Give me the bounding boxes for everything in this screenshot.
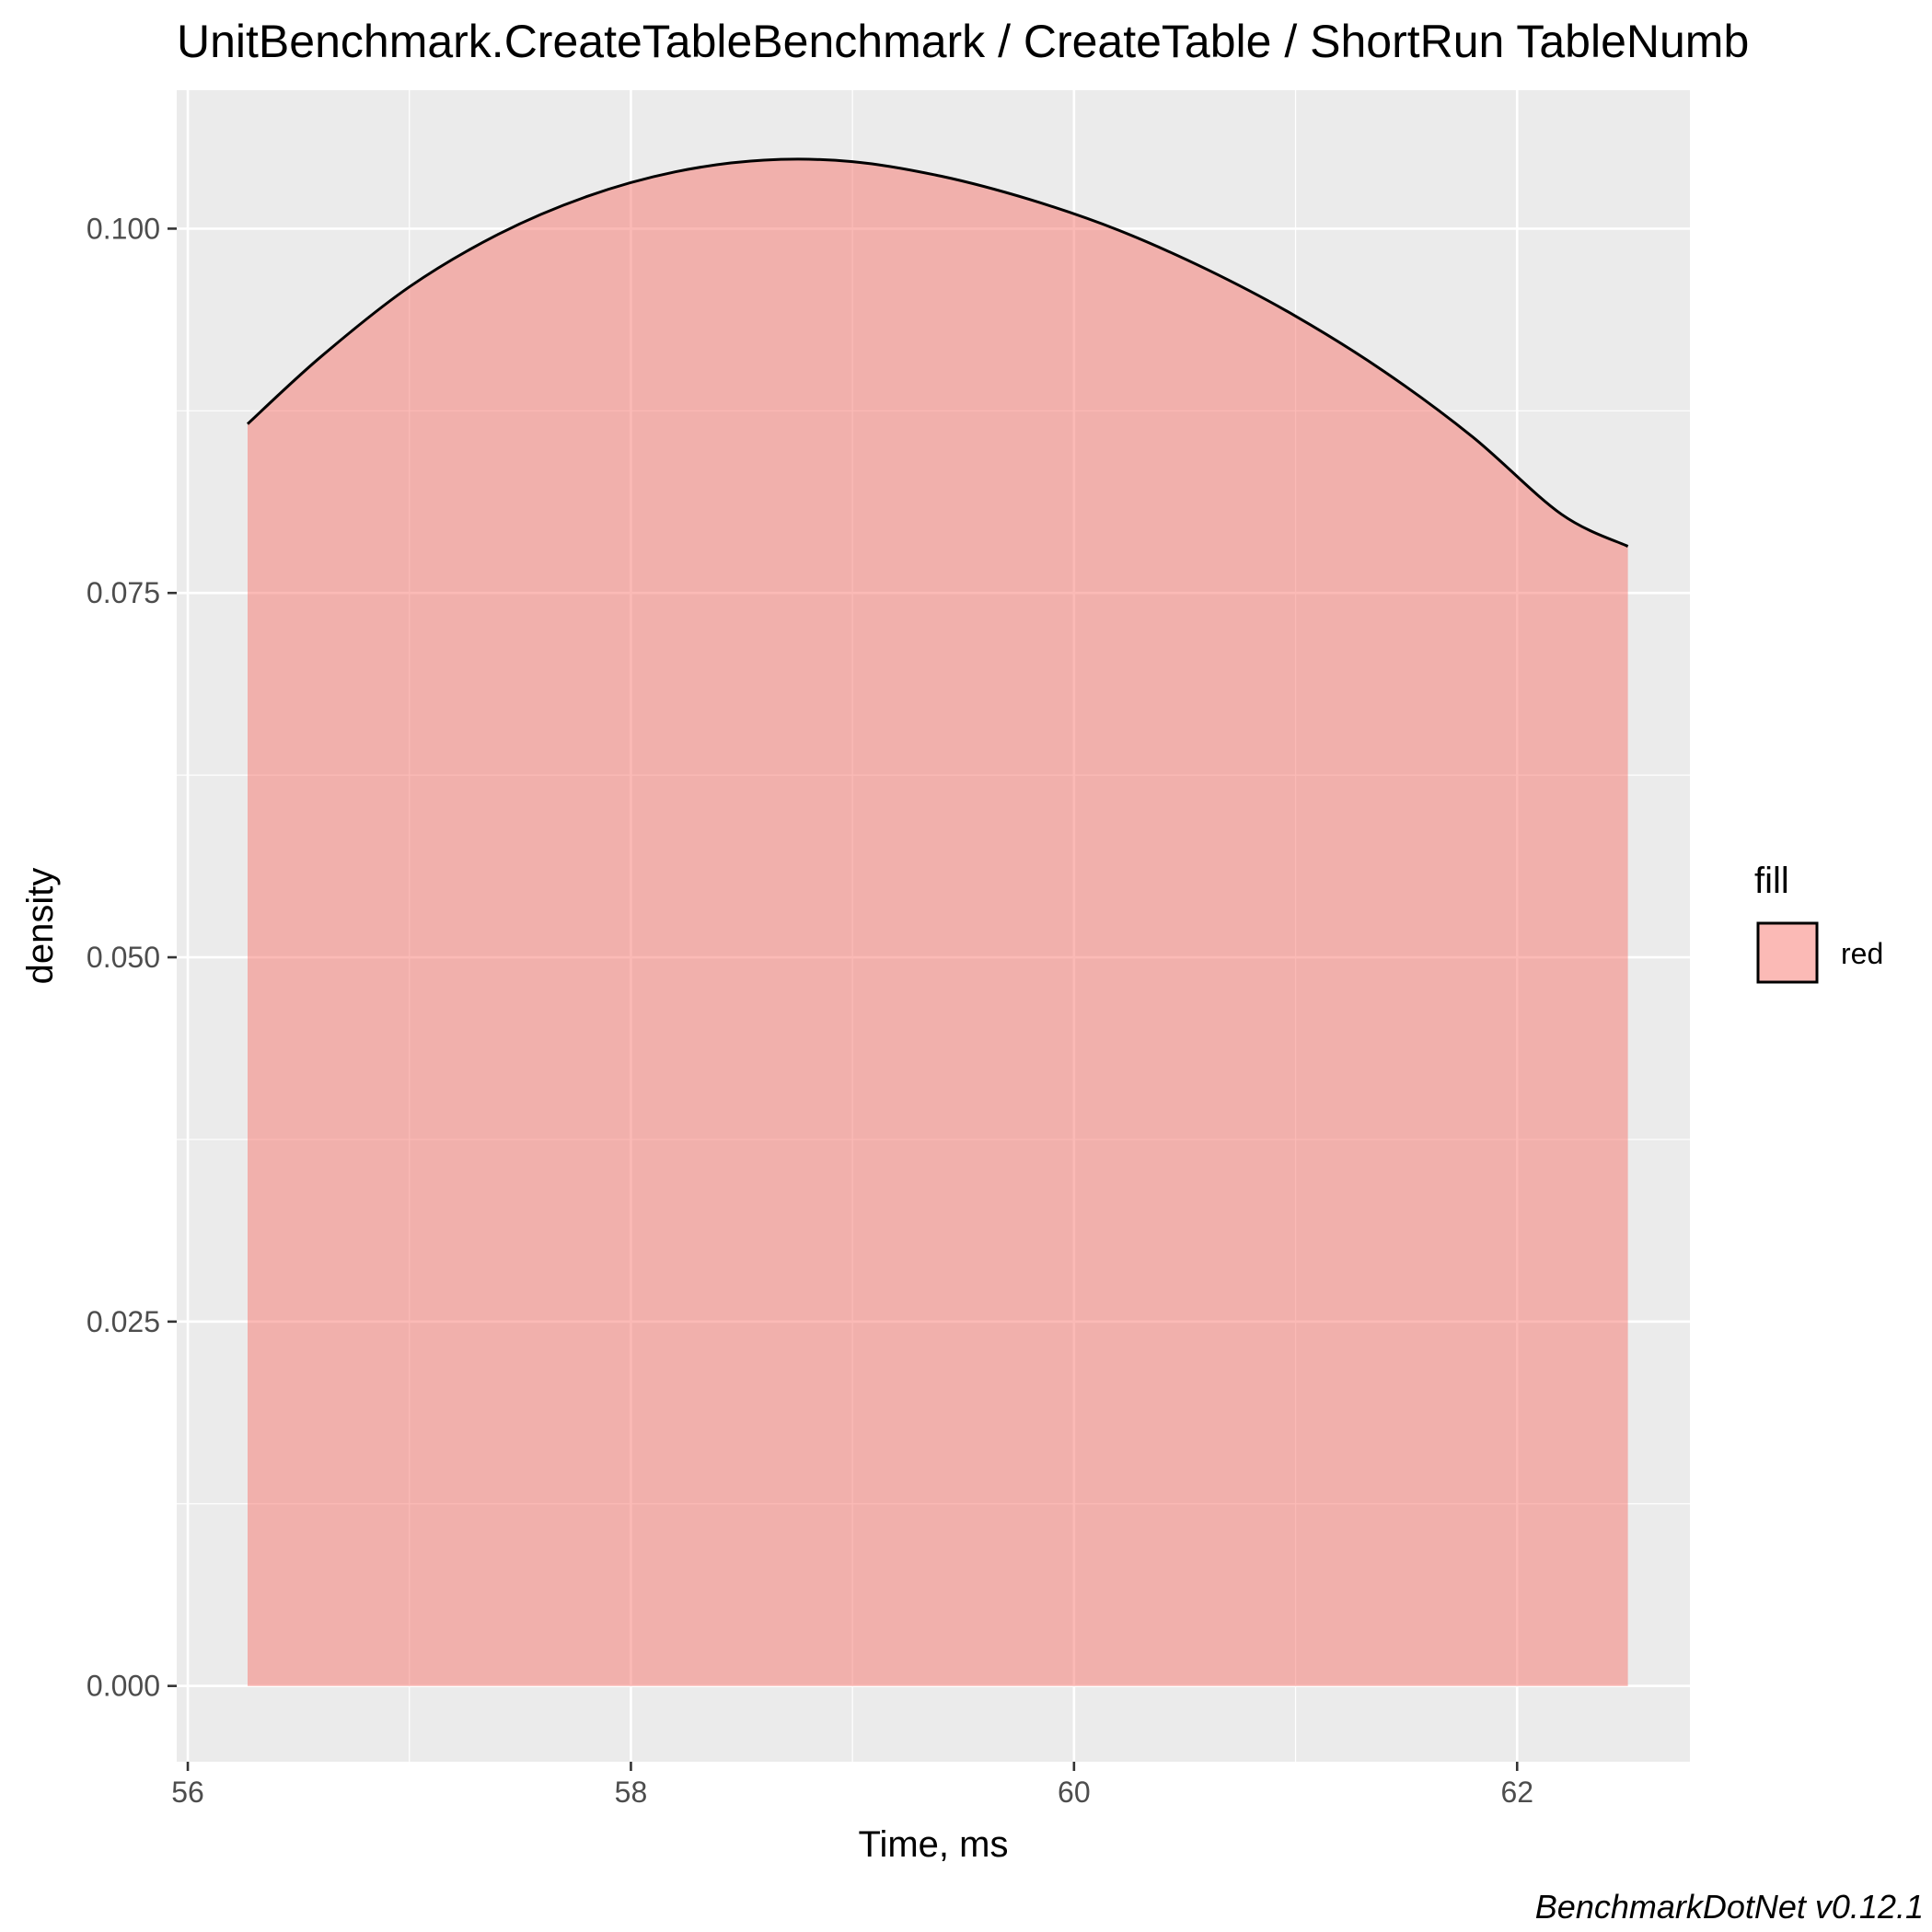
y-tick-label: 0.000	[87, 1670, 160, 1703]
legend: fill red	[1754, 861, 1883, 984]
x-axis: 56 58 60 62	[171, 1762, 1533, 1809]
density-area	[248, 158, 1628, 1686]
y-tick-label: 0.100	[87, 212, 160, 245]
x-tick-label: 56	[171, 1776, 204, 1809]
x-tick-label: 60	[1058, 1776, 1091, 1809]
x-tick-label: 58	[615, 1776, 648, 1809]
y-axis: 0.000 0.025 0.050 0.075 0.100	[87, 212, 177, 1703]
x-axis-title: Time, ms	[859, 1824, 1009, 1865]
y-tick-label: 0.075	[87, 576, 160, 609]
x-tick-label: 62	[1500, 1776, 1533, 1809]
caption: BenchmarkDotNet v0.12.1	[1535, 1888, 1924, 1926]
y-tick-label: 0.025	[87, 1305, 160, 1338]
density-series	[246, 157, 1629, 1686]
legend-title: fill	[1754, 861, 1789, 901]
y-tick-label: 0.050	[87, 941, 160, 974]
legend-label-red: red	[1841, 937, 1883, 970]
y-axis-title: density	[20, 868, 61, 985]
legend-key-red	[1756, 921, 1819, 984]
chart-title: UnitBenchmark.CreateTableBenchmark / Cre…	[177, 16, 1749, 67]
density-line	[246, 157, 1629, 548]
